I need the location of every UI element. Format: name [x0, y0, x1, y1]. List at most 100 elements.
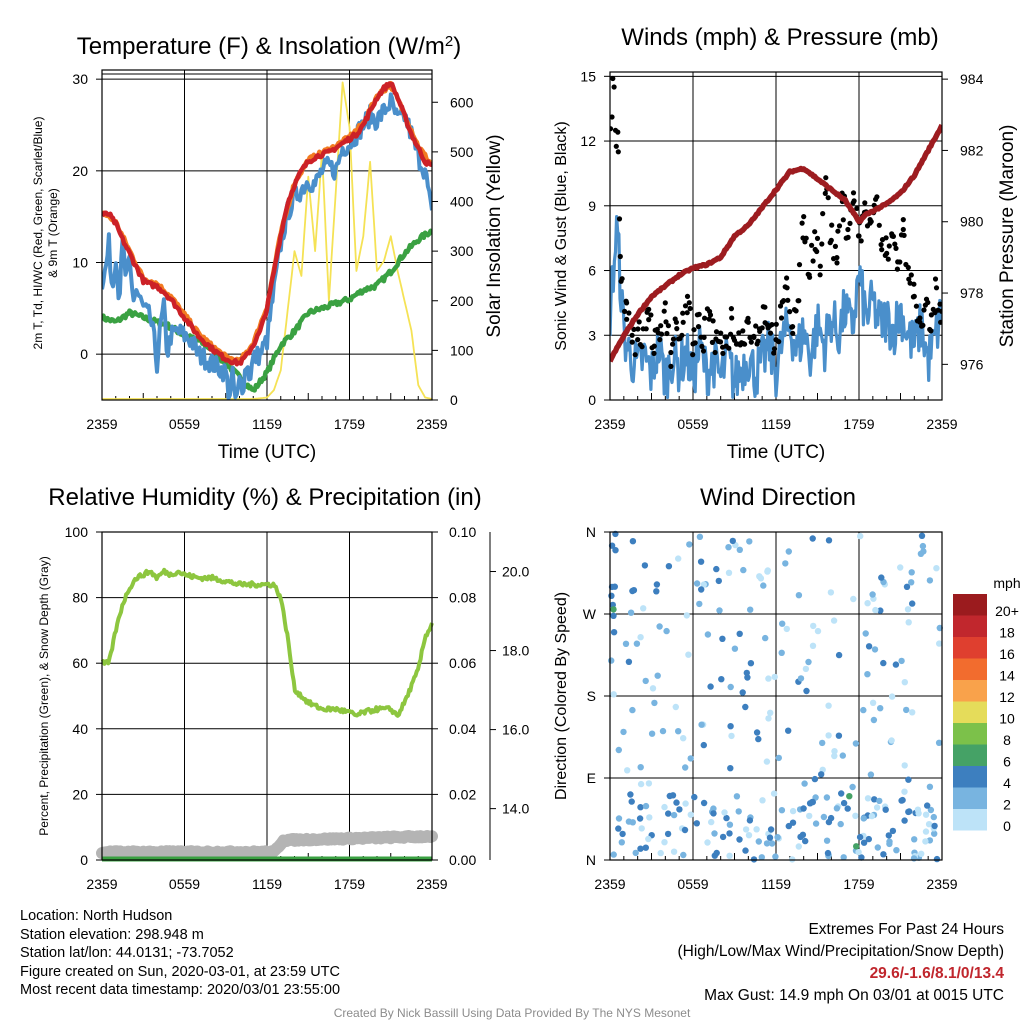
direction-point — [840, 854, 847, 861]
extremes-values: 29.6/-1.6/8.1/0/13.4 — [869, 965, 1004, 982]
direction-point — [654, 672, 661, 679]
gust-point — [937, 301, 942, 307]
most-recent-timestamp: Most recent data timestamp: 2020/03/01 2… — [20, 982, 341, 999]
direction-point — [889, 827, 897, 835]
direction-point — [906, 808, 913, 815]
gust-point — [680, 310, 686, 316]
direction-point — [809, 535, 816, 542]
direction-point — [612, 547, 619, 554]
colorbar-swatch — [953, 658, 987, 680]
gust-point — [790, 324, 796, 330]
direction-point — [818, 771, 825, 778]
direction-point — [610, 606, 617, 613]
gust-point — [639, 344, 645, 350]
direction-point — [905, 776, 912, 783]
y2-tick-label: 984 — [960, 71, 984, 87]
direction-point — [675, 728, 682, 735]
direction-point — [918, 532, 926, 539]
direction-point — [767, 709, 774, 716]
gust-point — [734, 341, 740, 347]
gust-point — [845, 226, 851, 233]
gust-point — [922, 302, 929, 308]
y2-tick-label: 300 — [450, 243, 474, 259]
direction-point — [683, 612, 690, 619]
direction-point — [795, 843, 802, 850]
direction-point — [642, 844, 649, 851]
direction-point — [856, 833, 864, 841]
direction-point — [797, 675, 805, 682]
chart-title: Temperature (F) & Insolation (W/m2) — [77, 33, 461, 61]
gust-point — [893, 245, 899, 251]
gust-point — [784, 275, 790, 281]
direction-point — [802, 665, 810, 673]
gust-point — [913, 303, 920, 309]
gust-point — [724, 334, 730, 340]
gust-point — [908, 272, 914, 278]
direction-point — [657, 849, 664, 857]
gust-point — [820, 211, 826, 217]
direction-point — [685, 651, 692, 658]
credit-line: Created By Nick Bassill Using Data Provi… — [333, 1006, 691, 1020]
gust-point — [670, 336, 677, 342]
gust-point — [682, 303, 689, 309]
series-line-sonic-wind — [610, 215, 942, 399]
direction-point — [753, 826, 760, 833]
plot-frame — [101, 531, 433, 861]
gust-point — [687, 305, 693, 312]
direction-point — [874, 844, 881, 851]
colorbar-label: 12 — [999, 689, 1015, 705]
gust-point — [911, 281, 917, 287]
gust-point — [825, 195, 831, 201]
gust-point — [690, 352, 696, 358]
gust-point — [879, 247, 885, 253]
direction-point — [767, 826, 775, 833]
direction-point — [673, 799, 680, 806]
chart-title: Relative Humidity (%) & Precipitation (i… — [48, 484, 481, 511]
direction-point — [805, 658, 812, 666]
gust-point — [889, 233, 895, 239]
y-tick-label: 40 — [72, 721, 88, 737]
direction-point — [755, 735, 762, 743]
y-tick-label: 9 — [588, 198, 596, 214]
extremes-box: Extremes For Past 24 Hours (High/Low/Max… — [678, 919, 1005, 1007]
direction-point — [680, 735, 687, 742]
direction-point — [869, 591, 876, 598]
direction-point — [758, 854, 765, 861]
colorbar-label: 10 — [999, 710, 1015, 726]
y2-tick-label: 600 — [450, 94, 474, 110]
gust-point — [664, 330, 670, 337]
direction-point — [802, 837, 809, 845]
direction-point — [857, 532, 864, 540]
direction-point — [905, 619, 912, 626]
direction-point — [872, 606, 879, 614]
series-line-relative-humidity — [100, 567, 434, 718]
gust-point — [611, 84, 617, 90]
colorbar-label: 2 — [1003, 796, 1011, 812]
gust-point — [787, 309, 793, 315]
y3-tick-label: 18.0 — [502, 643, 529, 659]
x-tick-label: 1759 — [334, 876, 365, 892]
x-axis-label: Time (UTC) — [727, 442, 826, 463]
direction-point — [620, 728, 627, 736]
direction-point — [814, 627, 822, 635]
direction-point — [632, 849, 639, 857]
gust-point — [840, 217, 846, 223]
gust-point — [745, 315, 751, 321]
direction-point — [610, 629, 618, 636]
direction-point — [785, 727, 792, 734]
direction-point — [696, 600, 703, 608]
plot-frame — [101, 69, 433, 401]
x-tick-label: 2359 — [416, 876, 447, 892]
x-tick-label: 0559 — [677, 416, 708, 432]
direction-point — [615, 746, 622, 754]
gust-point — [717, 339, 724, 345]
gust-point — [771, 350, 777, 356]
direction-point — [628, 798, 635, 805]
direction-point — [710, 810, 717, 817]
gust-point — [618, 278, 624, 284]
direction-point — [719, 635, 726, 642]
gust-point — [812, 229, 818, 235]
direction-point — [638, 825, 645, 832]
gust-point — [803, 235, 809, 241]
direction-point — [931, 830, 938, 837]
